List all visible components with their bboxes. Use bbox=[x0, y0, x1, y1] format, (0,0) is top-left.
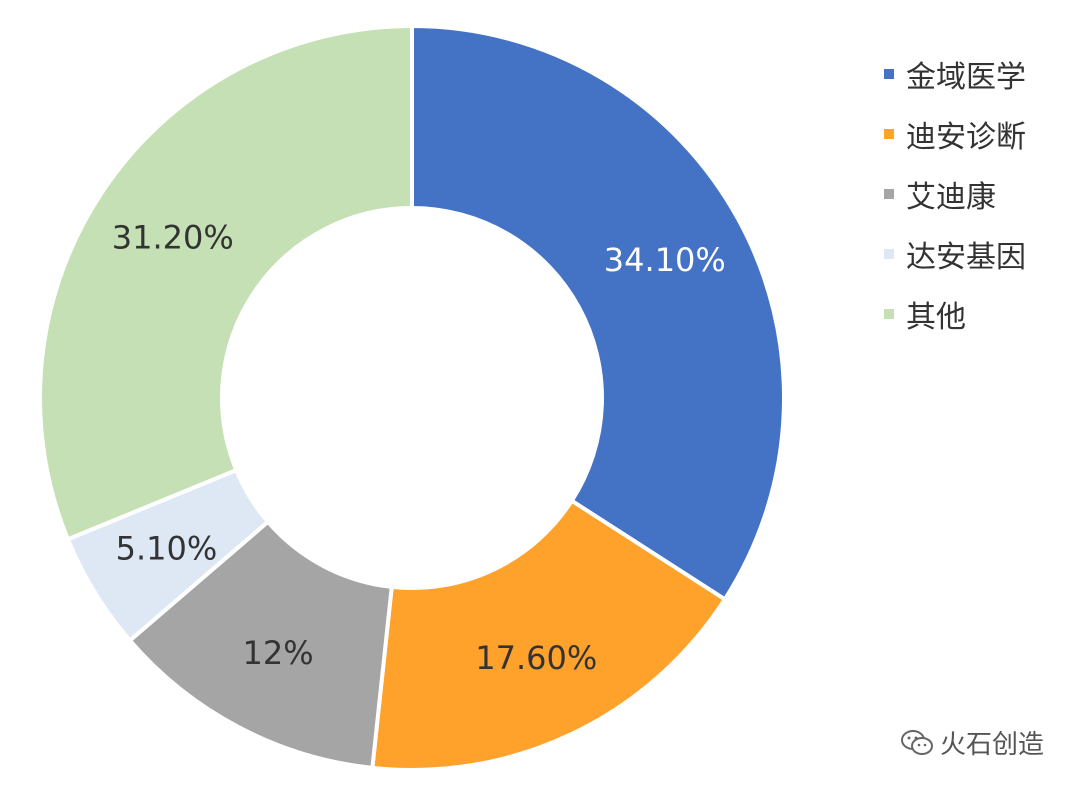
legend-item-daan: 达安基因 bbox=[884, 224, 1026, 284]
legend-label: 迪安诊断 bbox=[906, 120, 1026, 155]
data-label: 17.60% bbox=[475, 639, 597, 677]
data-label: 31.20% bbox=[112, 219, 234, 257]
watermark: 火石创造 bbox=[900, 724, 1044, 761]
slice-dian bbox=[370, 498, 728, 772]
legend-item-dian: 迪安诊断 bbox=[884, 104, 1026, 164]
data-label: 34.10% bbox=[604, 241, 726, 279]
legend-label: 达安基因 bbox=[906, 240, 1026, 275]
legend-label: 其他 bbox=[906, 300, 966, 335]
legend-swatch bbox=[884, 309, 894, 319]
legend-swatch bbox=[884, 129, 894, 139]
legend-label: 金域医学 bbox=[906, 60, 1026, 95]
legend-item-other: 其他 bbox=[884, 284, 1026, 344]
legend-swatch bbox=[884, 69, 894, 79]
legend: 金域医学 迪安诊断 艾迪康 达安基因 其他 bbox=[884, 44, 1026, 344]
wechat-icon bbox=[901, 729, 933, 755]
data-label: 12% bbox=[242, 634, 313, 672]
legend-item-adicon: 艾迪康 bbox=[884, 164, 1026, 224]
data-label: 5.10% bbox=[116, 529, 218, 567]
legend-swatch bbox=[884, 249, 894, 259]
slice-jinyu bbox=[410, 23, 786, 603]
slice-adicon bbox=[127, 519, 394, 771]
legend-swatch bbox=[884, 189, 894, 199]
legend-label: 艾迪康 bbox=[906, 180, 996, 215]
watermark-text: 火石创造 bbox=[940, 730, 1045, 760]
legend-item-jinyu: 金域医学 bbox=[884, 44, 1026, 104]
slice-other bbox=[38, 23, 414, 542]
